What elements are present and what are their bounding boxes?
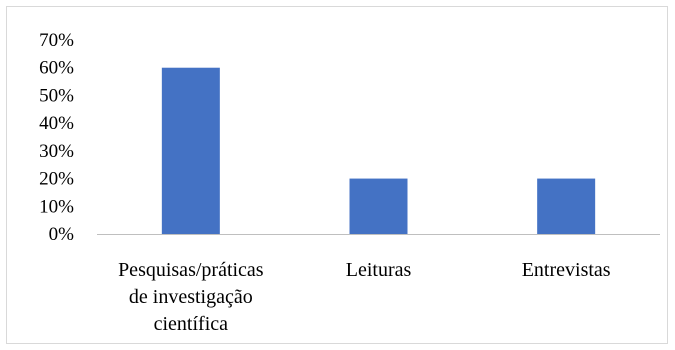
y-tick-label: 70%	[39, 30, 74, 51]
y-tick-label: 0%	[49, 224, 75, 245]
bar-1	[162, 68, 220, 234]
x-category-label: Leituras	[346, 259, 412, 281]
bar-3	[537, 179, 595, 234]
x-category-label: Entrevistas	[522, 259, 611, 281]
x-category-label: Pesquisas/práticas	[118, 259, 264, 281]
x-category-label: de investigação	[129, 286, 253, 308]
y-tick-label: 60%	[39, 58, 74, 79]
y-tick-label: 40%	[39, 113, 74, 134]
bar-2	[350, 179, 408, 234]
y-tick-label: 20%	[39, 169, 74, 190]
y-tick-label: 10%	[39, 196, 74, 217]
x-category-label: científica	[154, 313, 229, 335]
y-tick-label: 50%	[39, 85, 74, 106]
y-tick-label: 30%	[39, 141, 74, 162]
